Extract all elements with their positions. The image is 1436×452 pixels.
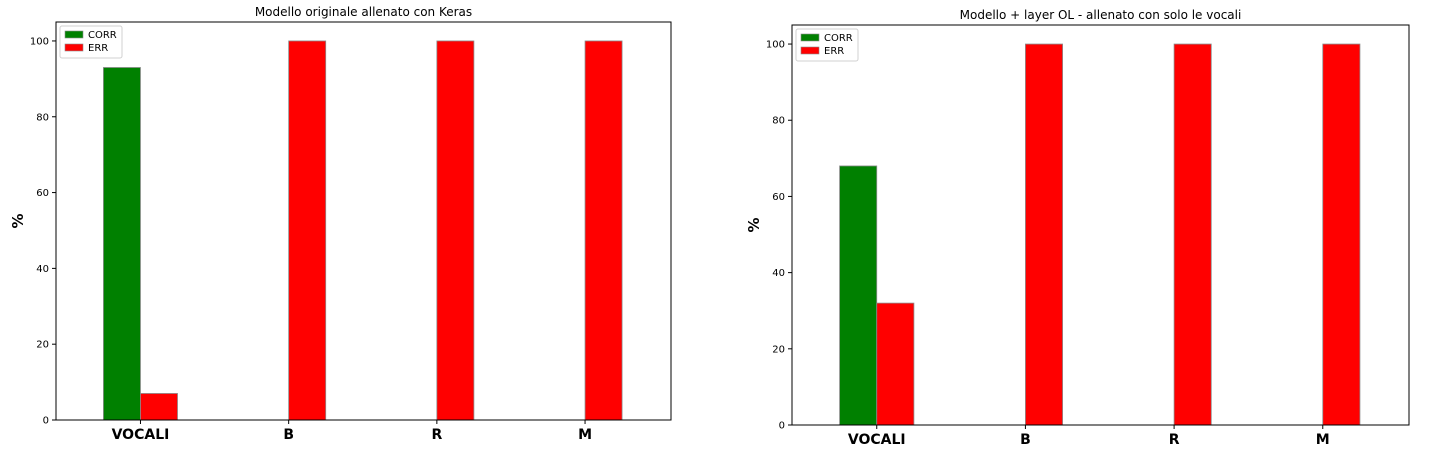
chart-2-bar-err-m bbox=[1322, 43, 1361, 426]
chart-2-category-label: M bbox=[1316, 432, 1330, 448]
chart-2-legend-swatch-corr bbox=[800, 33, 820, 42]
chart-1-ytick-label: 0 bbox=[43, 416, 49, 427]
chart-1-ytick-label: 60 bbox=[36, 188, 49, 199]
chart-1-bar-err-b bbox=[288, 40, 327, 421]
chart-1-axes-frame bbox=[55, 21, 672, 421]
chart-2-ytick-label: 20 bbox=[772, 344, 785, 355]
chart-2-bar-err-r bbox=[1173, 43, 1212, 426]
chart-2-bar-err-b bbox=[1025, 43, 1063, 426]
chart-1-ytick-label: 80 bbox=[36, 112, 49, 123]
chart-1-ytick-label: 40 bbox=[36, 264, 49, 275]
chart-1-ylabel: % bbox=[9, 213, 27, 228]
chart-2-bar-corr-vocali bbox=[839, 165, 878, 426]
chart-2-legend-swatch-err bbox=[800, 46, 820, 55]
chart-2-ytick-label: 40 bbox=[772, 268, 785, 279]
chart-1-bar-err-m bbox=[584, 40, 623, 421]
chart-2-legend-label-err: ERR bbox=[824, 46, 844, 57]
chart-1-title: Modello originale allenato con Keras bbox=[255, 5, 472, 19]
chart-2-legend: CORR ERR bbox=[795, 28, 859, 62]
chart-1-legend-label-corr: CORR bbox=[88, 30, 117, 41]
chart-2-ytick-label: 100 bbox=[766, 40, 785, 51]
chart-1: Modello originale allenato con Keras 0 20 4… bbox=[9, 5, 672, 443]
chart-2-legend-label-corr: CORR bbox=[824, 33, 853, 44]
chart-1-ytick-label: 20 bbox=[36, 340, 49, 351]
chart-1-bar-err-vocali bbox=[140, 393, 178, 421]
chart-1-category-label: R bbox=[431, 427, 442, 443]
chart-1-ytick-label: 100 bbox=[30, 36, 49, 47]
chart-1-bar-corr-vocali bbox=[103, 67, 141, 421]
chart-2-category-label: B bbox=[1020, 432, 1031, 448]
chart-2-axes-frame bbox=[791, 24, 1410, 426]
chart-2-ylabel: % bbox=[745, 217, 763, 232]
chart-1-legend-swatch-corr bbox=[64, 30, 84, 39]
chart-1-category-label: M bbox=[578, 427, 592, 443]
chart-2-bar-err-vocali bbox=[876, 302, 915, 426]
chart-1-category-label: VOCALI bbox=[112, 427, 170, 443]
chart-2-ytick-label: 0 bbox=[779, 421, 785, 432]
chart-1-legend: CORR ERR bbox=[59, 25, 123, 59]
chart-1-legend-swatch-err bbox=[64, 43, 84, 52]
chart-1-legend-label-err: ERR bbox=[88, 43, 108, 54]
chart-2: Modello + layer OL - allenato con solo l… bbox=[745, 8, 1410, 448]
chart-2-ytick-label: 60 bbox=[772, 192, 785, 203]
chart-2-category-label: VOCALI bbox=[848, 432, 906, 448]
chart-2-ytick-label: 80 bbox=[772, 116, 785, 127]
chart-1-category-label: B bbox=[283, 427, 294, 443]
chart-1-bar-err-r bbox=[436, 40, 475, 421]
chart-2-title: Modello + layer OL - allenato con solo l… bbox=[960, 8, 1242, 22]
chart-2-category-label: R bbox=[1169, 432, 1180, 448]
